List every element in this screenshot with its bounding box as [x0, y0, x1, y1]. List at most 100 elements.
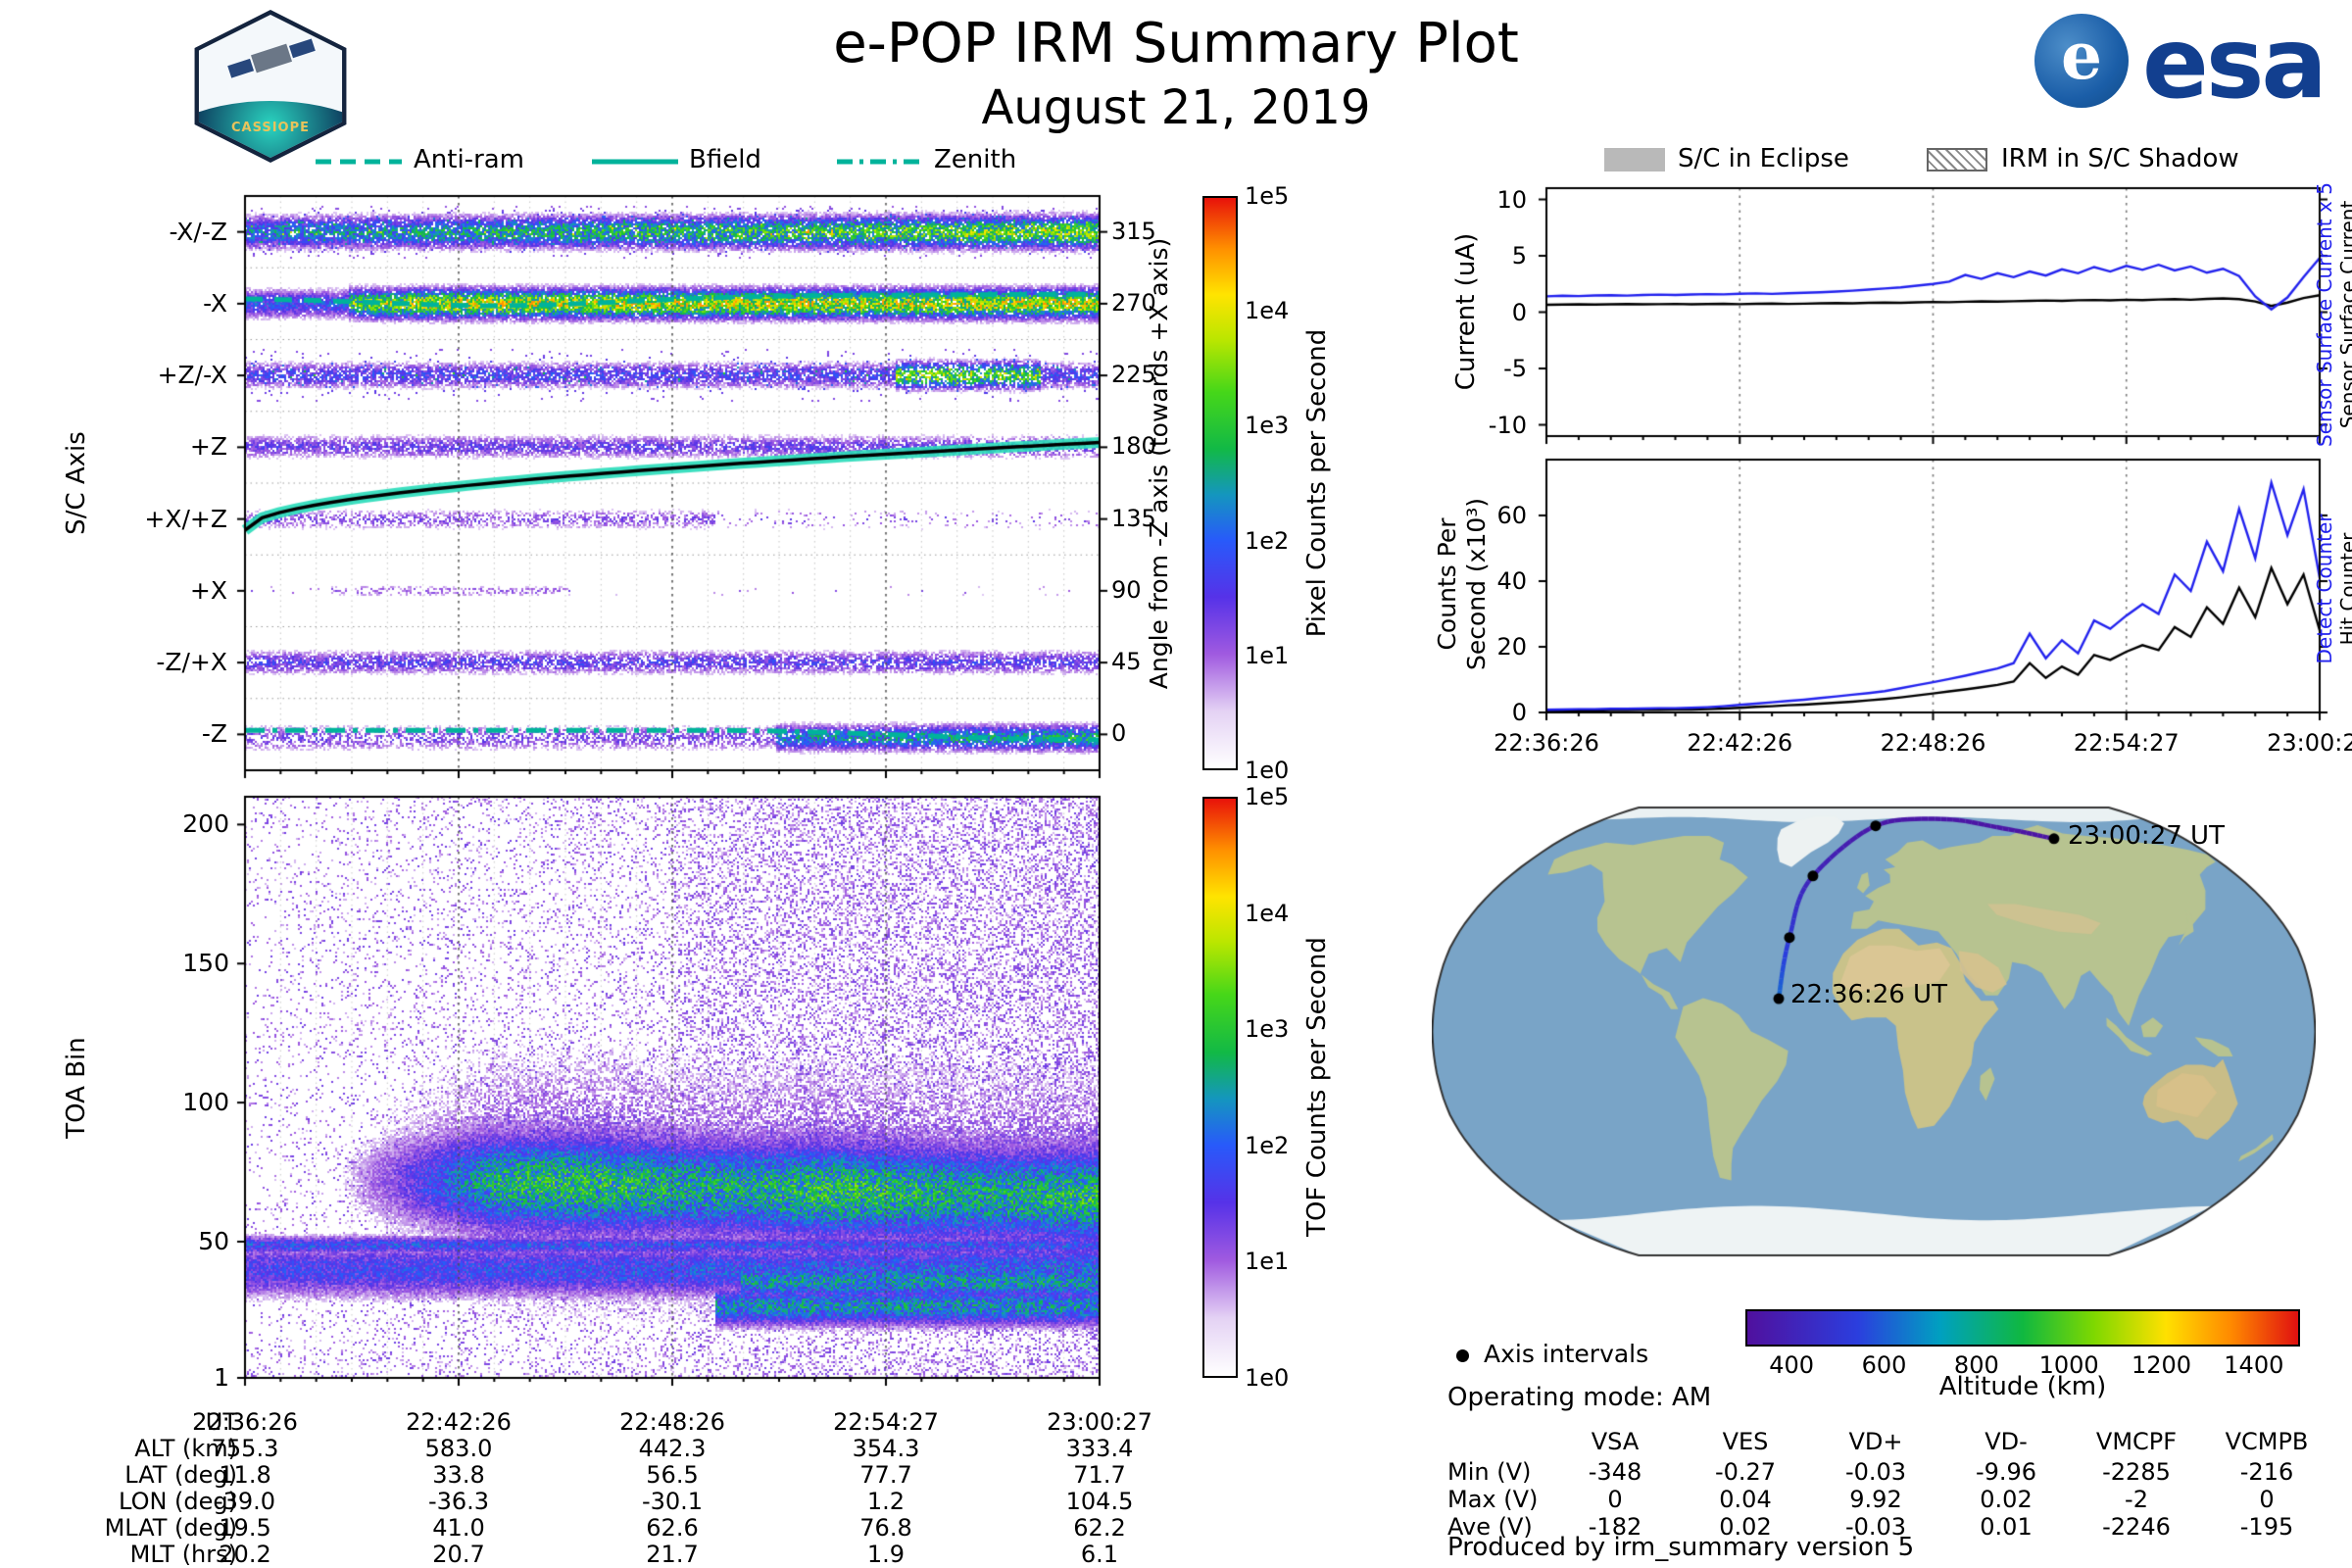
sc-axis-category-label: -X/-Z — [169, 217, 227, 246]
sc-axis-category-label: +Z/-X — [157, 361, 227, 390]
voltage-cell: -0.03 — [1844, 1458, 1907, 1486]
sc-axis-category-label: +X/+Z — [144, 504, 227, 533]
eph-cell: 62.6 — [646, 1514, 699, 1542]
eph-cell: -36.3 — [427, 1488, 490, 1515]
altitude-tick-label: 1400 — [2224, 1351, 2284, 1379]
angle-tick-label: 135 — [1111, 504, 1156, 532]
voltage-cell: -195 — [2239, 1513, 2294, 1541]
bfield-legend-line-icon — [592, 159, 678, 165]
angle-tick-label: 0 — [1111, 719, 1127, 748]
voltage-cell: -2285 — [2102, 1458, 2171, 1486]
badge-mission-name: CASSIOPE — [230, 120, 311, 135]
x-tick-time-label: 22:36:26 — [192, 1408, 298, 1436]
voltage-cell: -0.27 — [1714, 1458, 1777, 1486]
eph-cell: 11.8 — [219, 1461, 271, 1489]
voltage-row-label: Max (V) — [1447, 1486, 1539, 1513]
angle-tick-label: 315 — [1111, 217, 1156, 245]
voltage-cell: -2246 — [2102, 1513, 2171, 1541]
pixel-colorbar-tick-label: 1e1 — [1245, 641, 1290, 669]
eph-cell: 104.5 — [1065, 1488, 1134, 1515]
eph-cell: 354.3 — [852, 1435, 920, 1462]
pixel-colorbar-label: Pixel Counts per Second — [1302, 328, 1332, 638]
altitude-tick-label: 400 — [1769, 1351, 1815, 1379]
counts-y-tick-label: 40 — [1496, 566, 1527, 595]
right-time-tick-label: 22:42:26 — [1687, 729, 1793, 757]
right-time-tick-label: 22:48:26 — [1880, 729, 1986, 757]
voltage-row-label: Min (V) — [1447, 1458, 1532, 1486]
toa-tick-label: 200 — [182, 809, 229, 839]
eph-cell: 1.9 — [866, 1541, 906, 1568]
voltage-cell: -0.03 — [1844, 1513, 1907, 1541]
hit-counter-series-label: Hit Counter — [2336, 532, 2352, 646]
axis-intervals-label: Axis intervals — [1484, 1340, 1649, 1368]
eph-row-label: MLAT (deg) — [104, 1514, 237, 1542]
esa-globe-icon: e — [2034, 14, 2129, 108]
right-time-tick-label: 22:54:27 — [2073, 729, 2180, 757]
sc-axis-category-label: -Z/+X — [156, 648, 227, 677]
current-y-tick-label: 5 — [1511, 242, 1527, 270]
eclipse-legend-swatch — [1604, 148, 1665, 172]
pixel-colorbar-tick-label: 1e2 — [1245, 526, 1290, 555]
eph-row-label: LON (deg) — [119, 1488, 237, 1515]
ground-track-map-canvas — [1432, 789, 2316, 1275]
angle-tick-label: 180 — [1111, 432, 1156, 461]
right-time-tick-label: 22:36:26 — [1494, 729, 1599, 757]
counts-plot-canvas — [1533, 446, 2334, 726]
eph-cell: 583.0 — [424, 1435, 493, 1462]
toa-spectrogram-canvas — [231, 783, 1113, 1392]
voltage-col-header: VD- — [1984, 1428, 2028, 1455]
altitude-tick-label: 1200 — [2131, 1351, 2192, 1379]
sc-axis-category-label: -X — [203, 288, 227, 318]
voltage-cell: -348 — [1588, 1458, 1642, 1486]
tof-colorbar-tick-label: 1e3 — [1245, 1015, 1290, 1044]
toa-tick-label: 1 — [214, 1363, 229, 1392]
altitude-tick-label: 600 — [1861, 1351, 1907, 1379]
voltage-cell: 0.02 — [1719, 1513, 1772, 1541]
tof-counts-colorbar — [1202, 797, 1238, 1378]
shadow-legend-label: IRM in S/C Shadow — [2001, 144, 2239, 173]
voltage-cell: 0.04 — [1719, 1486, 1772, 1513]
eph-cell: 19.5 — [219, 1514, 271, 1542]
x-tick-time-label: 22:48:26 — [619, 1408, 725, 1436]
eph-row-label: MLT (hrs) — [129, 1541, 237, 1568]
angle-tick-label: 90 — [1111, 575, 1142, 604]
voltage-cell: 0 — [2259, 1486, 2275, 1513]
eph-cell: 21.7 — [646, 1541, 699, 1568]
altitude-tick-label: 1000 — [2038, 1351, 2099, 1379]
track-end-label: 23:00:27 UT — [2068, 821, 2225, 851]
esa-globe-letter: e — [2061, 18, 2102, 94]
pixel-colorbar-tick-label: 1e4 — [1245, 297, 1290, 325]
voltage-row-label: Ave (V) — [1447, 1513, 1533, 1541]
altitude-colorbar — [1745, 1309, 2300, 1347]
esa-logo-text: esa — [2142, 6, 2328, 121]
eph-cell: -39.0 — [214, 1488, 276, 1515]
current-plot-canvas — [1533, 174, 2334, 450]
counts-y-tick-label: 60 — [1496, 501, 1527, 529]
eph-cell: 755.3 — [211, 1435, 279, 1462]
tof-colorbar-tick-label: 1e5 — [1245, 783, 1290, 810]
eph-row-label: UT — [205, 1408, 237, 1436]
altitude-colorbar-label: Altitude (km) — [1938, 1372, 2107, 1401]
current-y-tick-label: 0 — [1511, 298, 1527, 326]
eph-cell: 41.0 — [432, 1514, 485, 1542]
anti-ram-legend-line-icon — [316, 159, 402, 165]
voltage-cell: -216 — [2239, 1458, 2294, 1486]
voltage-col-header: VD+ — [1848, 1428, 1903, 1455]
angle-tick-label: 225 — [1111, 361, 1156, 389]
sc-axis-category-label: +Z — [189, 432, 227, 462]
anti-ram-legend-label: Anti-ram — [414, 145, 525, 174]
eph-cell: 20.2 — [219, 1541, 271, 1568]
shadow-legend-swatch — [1927, 148, 1987, 172]
tof-colorbar-tick-label: 1e4 — [1245, 899, 1290, 927]
voltage-col-header: VES — [1722, 1428, 1769, 1455]
toa-tick-label: 100 — [182, 1088, 229, 1117]
cassiope-mission-badge-icon: CASSIOPE — [184, 10, 357, 163]
altitude-tick-label: 800 — [1953, 1351, 1999, 1379]
zenith-legend-label: Zenith — [934, 145, 1017, 174]
eph-cell: 56.5 — [646, 1461, 699, 1489]
eph-row-label: ALT (km) — [134, 1435, 237, 1462]
voltage-cell: 0.02 — [1980, 1486, 2033, 1513]
sc-axis-spectrogram-canvas — [231, 182, 1113, 784]
track-start-label: 22:36:26 UT — [1790, 980, 1947, 1009]
